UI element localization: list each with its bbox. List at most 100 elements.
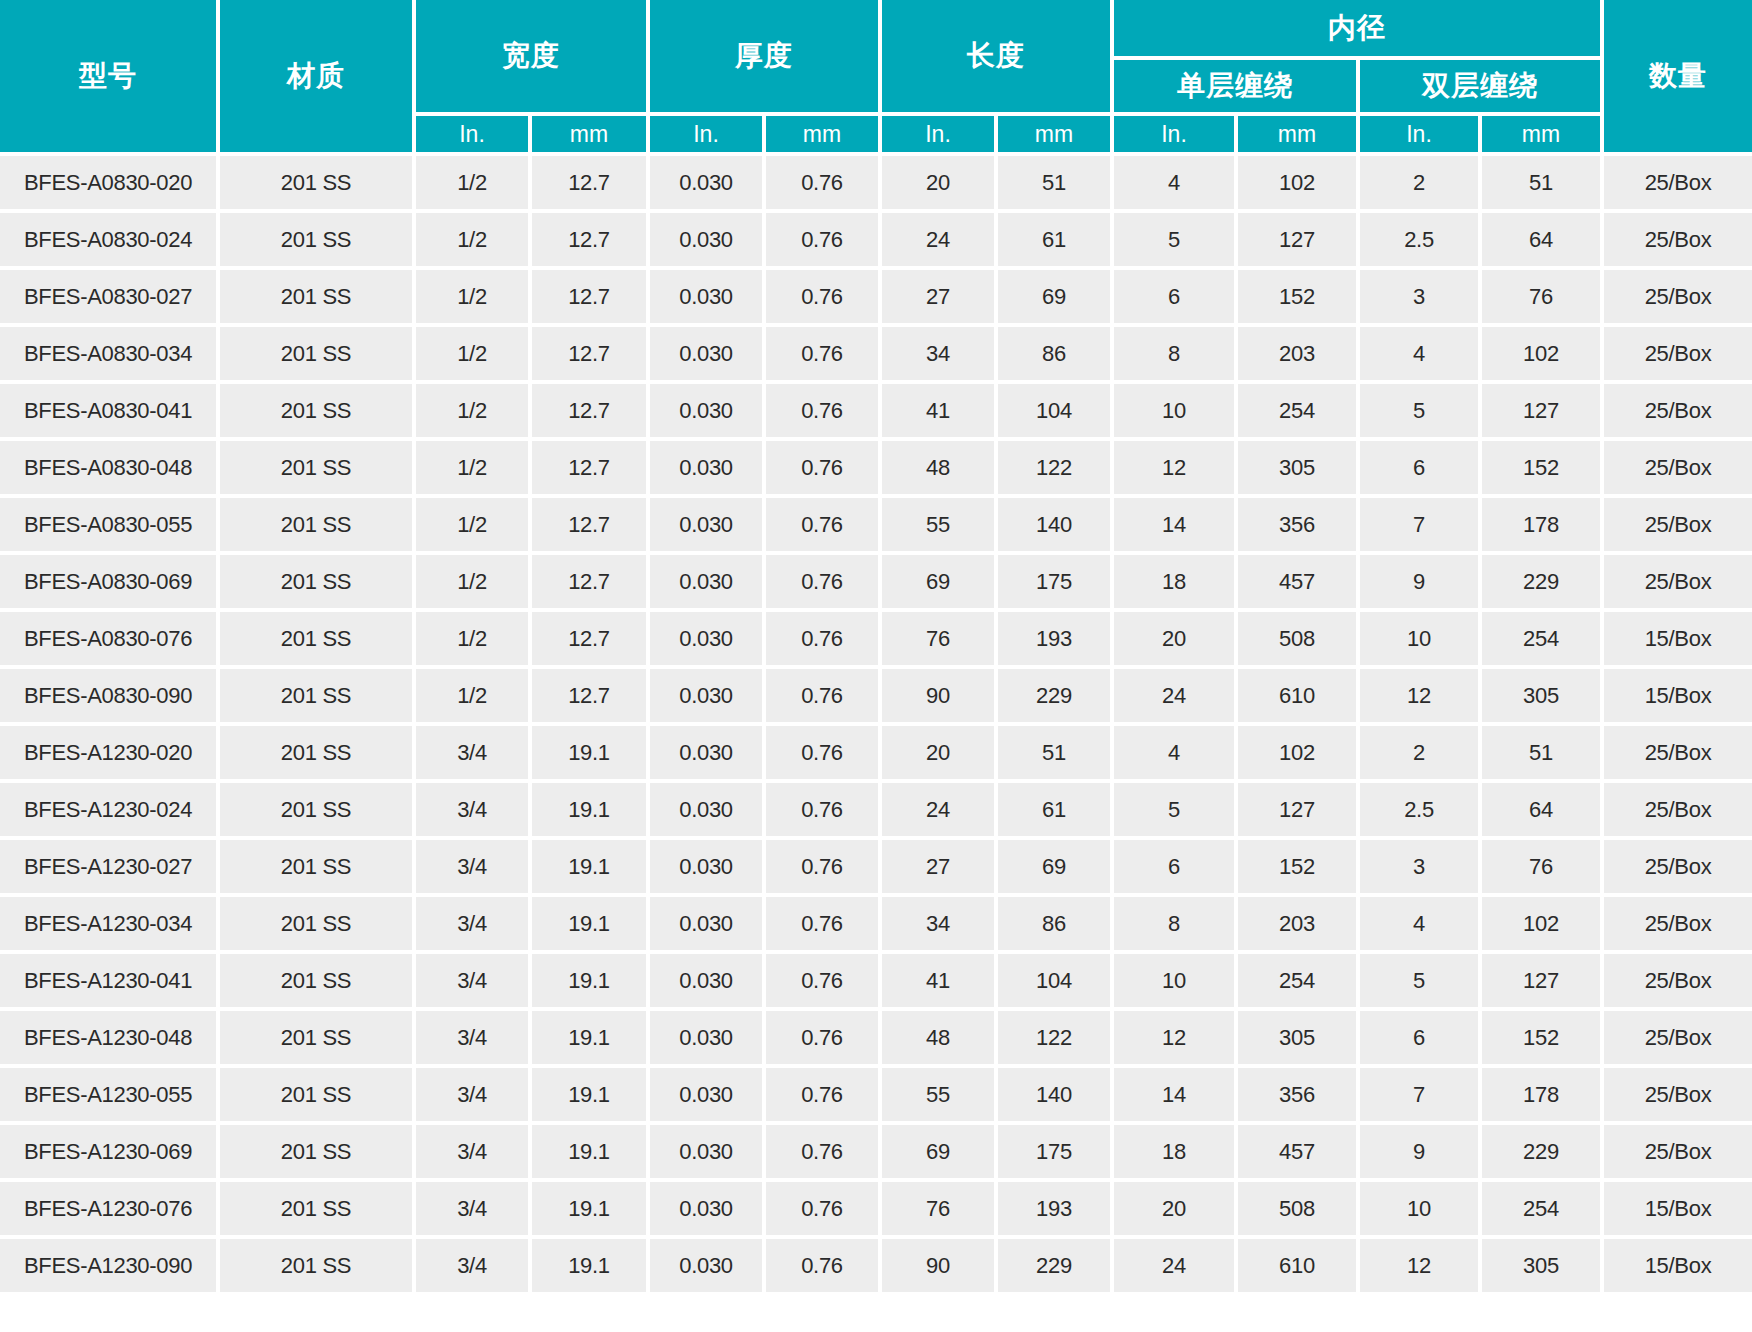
cell-single-wrap-in: 24 <box>1114 1239 1234 1292</box>
col-header-inner-diameter: 内径 <box>1114 0 1600 56</box>
cell-length-in: 34 <box>882 327 994 380</box>
cell-thickness-mm: 0.76 <box>766 612 878 665</box>
cell-double-wrap-in: 2 <box>1360 156 1478 209</box>
cell-width-mm: 12.7 <box>532 612 646 665</box>
col-header-quantity: 数量 <box>1604 0 1752 152</box>
unit-header-double-mm: mm <box>1482 116 1600 152</box>
cell-thickness-in: 0.030 <box>650 441 762 494</box>
cell-length-mm: 104 <box>998 384 1110 437</box>
cell-thickness-mm: 0.76 <box>766 213 878 266</box>
cell-single-wrap-mm: 305 <box>1238 1011 1356 1064</box>
cell-material: 201 SS <box>220 1239 412 1292</box>
cell-quantity: 25/Box <box>1604 897 1752 950</box>
cell-thickness-mm: 0.76 <box>766 498 878 551</box>
cell-quantity: 25/Box <box>1604 213 1752 266</box>
cell-double-wrap-in: 9 <box>1360 555 1478 608</box>
cell-thickness-in: 0.030 <box>650 1239 762 1292</box>
cell-thickness-mm: 0.76 <box>766 327 878 380</box>
cell-double-wrap-in: 7 <box>1360 498 1478 551</box>
cell-thickness-mm: 0.76 <box>766 1239 878 1292</box>
cell-width-mm: 12.7 <box>532 384 646 437</box>
cell-thickness-mm: 0.76 <box>766 1011 878 1064</box>
cell-single-wrap-in: 8 <box>1114 897 1234 950</box>
cell-thickness-mm: 0.76 <box>766 555 878 608</box>
unit-header-thickness-in: In. <box>650 116 762 152</box>
cell-double-wrap-mm: 152 <box>1482 441 1600 494</box>
cell-thickness-in: 0.030 <box>650 897 762 950</box>
cell-single-wrap-in: 5 <box>1114 213 1234 266</box>
cell-double-wrap-in: 2 <box>1360 726 1478 779</box>
cell-length-mm: 122 <box>998 1011 1110 1064</box>
cell-thickness-mm: 0.76 <box>766 156 878 209</box>
cell-double-wrap-in: 12 <box>1360 1239 1478 1292</box>
cell-thickness-in: 0.030 <box>650 669 762 722</box>
cell-length-mm: 140 <box>998 498 1110 551</box>
col-header-thickness: 厚度 <box>650 0 878 112</box>
cell-width-in: 3/4 <box>416 1239 528 1292</box>
cell-single-wrap-mm: 508 <box>1238 1182 1356 1235</box>
cell-material: 201 SS <box>220 840 412 893</box>
cell-double-wrap-mm: 305 <box>1482 669 1600 722</box>
cell-double-wrap-in: 9 <box>1360 1125 1478 1178</box>
unit-header-single-mm: mm <box>1238 116 1356 152</box>
cell-length-mm: 193 <box>998 612 1110 665</box>
cell-quantity: 25/Box <box>1604 498 1752 551</box>
cell-double-wrap-mm: 229 <box>1482 555 1600 608</box>
cell-double-wrap-in: 10 <box>1360 612 1478 665</box>
cell-model: BFES-A1230-090 <box>0 1239 216 1292</box>
cell-width-in: 1/2 <box>416 327 528 380</box>
cell-double-wrap-mm: 51 <box>1482 156 1600 209</box>
cell-length-in: 41 <box>882 954 994 1007</box>
product-spec-table: 型号 材质 宽度 厚度 长度 内径 单层缠绕 双层缠绕 数量 In. mm In… <box>0 0 1752 1292</box>
cell-model: BFES-A0830-024 <box>0 213 216 266</box>
cell-double-wrap-in: 10 <box>1360 1182 1478 1235</box>
cell-quantity: 25/Box <box>1604 270 1752 323</box>
cell-quantity: 25/Box <box>1604 1125 1752 1178</box>
cell-model: BFES-A0830-034 <box>0 327 216 380</box>
cell-double-wrap-mm: 229 <box>1482 1125 1600 1178</box>
cell-quantity: 25/Box <box>1604 840 1752 893</box>
cell-quantity: 25/Box <box>1604 783 1752 836</box>
cell-length-mm: 104 <box>998 954 1110 1007</box>
cell-length-mm: 61 <box>998 213 1110 266</box>
cell-quantity: 25/Box <box>1604 555 1752 608</box>
cell-width-in: 3/4 <box>416 840 528 893</box>
cell-double-wrap-mm: 64 <box>1482 783 1600 836</box>
cell-material: 201 SS <box>220 441 412 494</box>
cell-width-mm: 19.1 <box>532 1182 646 1235</box>
cell-material: 201 SS <box>220 1068 412 1121</box>
cell-double-wrap-in: 2.5 <box>1360 783 1478 836</box>
cell-single-wrap-mm: 127 <box>1238 783 1356 836</box>
cell-single-wrap-mm: 127 <box>1238 213 1356 266</box>
unit-header-thickness-mm: mm <box>766 116 878 152</box>
cell-length-mm: 69 <box>998 270 1110 323</box>
cell-length-in: 48 <box>882 441 994 494</box>
cell-thickness-mm: 0.76 <box>766 384 878 437</box>
spec-sheet-page: 型号 材质 宽度 厚度 长度 内径 单层缠绕 双层缠绕 数量 In. mm In… <box>0 0 1752 1332</box>
cell-width-mm: 12.7 <box>532 327 646 380</box>
cell-length-in: 69 <box>882 1125 994 1178</box>
cell-single-wrap-in: 4 <box>1114 156 1234 209</box>
cell-width-in: 1/2 <box>416 213 528 266</box>
cell-width-mm: 12.7 <box>532 555 646 608</box>
cell-double-wrap-in: 4 <box>1360 327 1478 380</box>
cell-double-wrap-in: 3 <box>1360 270 1478 323</box>
cell-single-wrap-in: 5 <box>1114 783 1234 836</box>
cell-thickness-mm: 0.76 <box>766 840 878 893</box>
cell-double-wrap-mm: 76 <box>1482 270 1600 323</box>
cell-length-mm: 86 <box>998 327 1110 380</box>
cell-single-wrap-in: 14 <box>1114 1068 1234 1121</box>
cell-width-mm: 19.1 <box>532 1239 646 1292</box>
cell-single-wrap-mm: 457 <box>1238 555 1356 608</box>
cell-thickness-mm: 0.76 <box>766 441 878 494</box>
cell-thickness-mm: 0.76 <box>766 1125 878 1178</box>
cell-single-wrap-mm: 305 <box>1238 441 1356 494</box>
cell-quantity: 15/Box <box>1604 612 1752 665</box>
cell-width-mm: 19.1 <box>532 783 646 836</box>
cell-model: BFES-A0830-048 <box>0 441 216 494</box>
cell-width-in: 3/4 <box>416 726 528 779</box>
cell-width-mm: 12.7 <box>532 270 646 323</box>
cell-length-in: 20 <box>882 726 994 779</box>
cell-material: 201 SS <box>220 1011 412 1064</box>
cell-single-wrap-in: 10 <box>1114 384 1234 437</box>
